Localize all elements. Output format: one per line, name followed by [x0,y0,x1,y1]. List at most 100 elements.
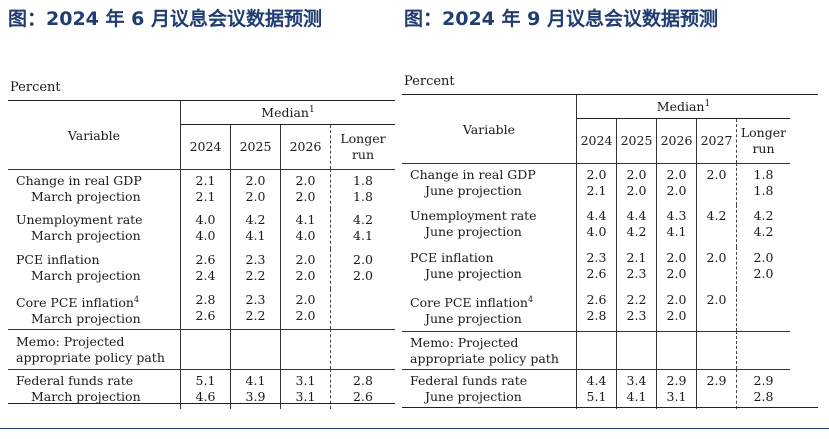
median-value: 4.4 [626,208,647,223]
percent-label: Percent [404,74,455,89]
variable-name-text: Change in real GDP [16,173,142,188]
table-bottom-rule [402,407,818,408]
variable-cell: Core PCE inflation4 June projection [402,289,576,331]
median-value: 2.0 [245,173,266,188]
prior-projection-value: 2.0 [666,183,687,198]
column-header-line: 2026 [289,139,322,154]
prior-projection-value: 1.8 [753,183,774,198]
median-value: 2.0 [706,250,727,265]
value-cell: 2.8 2.6 [330,369,395,409]
median-value: 4.1 [295,212,316,227]
median-value: 4.2 [706,208,727,223]
median-value: 4.2 [245,212,266,227]
median-value: 2.8 [195,292,216,307]
percent-label: Percent [10,80,61,95]
memo-line: Memo: Projected [16,333,125,349]
prior-projection-value: 4.2 [753,224,774,239]
value-cell: 2.0 2.0 [280,249,330,289]
prior-projection-value: 2.0 [353,268,373,283]
memo-empty-cell [576,331,616,369]
prior-projection-value: 4.6 [195,389,216,404]
prior-projection-value: 2.2 [245,308,266,323]
value-cell: 2.6 2.8 [576,289,616,331]
projection-label: June projection [425,224,522,239]
median-value: 1.8 [753,167,774,182]
median-label: Median [656,99,705,115]
value-cell: 2.0 2.0 [280,169,330,209]
value-cell: 2.0 2.0 [656,163,696,205]
median-value: 2.1 [626,250,647,265]
value-cell: 2.2 2.3 [616,289,656,331]
median-value: 4.4 [586,208,607,223]
median-value: 2.6 [195,252,216,267]
variable-name: Federal funds rate [16,373,180,389]
median-value: 2.9 [753,373,774,388]
variable-header: Variable [67,127,121,143]
prior-projection-value: 4.0 [295,228,316,243]
table-top-rule [8,100,395,101]
memo-line: Memo: Projected [410,334,519,350]
projection-label: June projection [425,183,522,198]
variable-cell: Unemployment rate March projection [8,209,180,249]
median-label: Median [261,105,309,121]
column-header-line: 2026 [660,133,693,148]
value-cell: 2.9 2.8 [736,369,790,409]
prior-projection-value: 3.9 [245,389,266,404]
prior-projection-value: 2.0 [245,189,266,204]
variable-name-text: Core PCE inflation [410,295,528,311]
prior-projection-value: 2.6 [586,266,607,281]
median-value: 2.0 [666,292,687,307]
variable-name-text: Unemployment rate [16,212,143,227]
value-cell: 2.0 [696,247,736,289]
variable-cell: Federal funds rate March projection [8,369,180,409]
memo-empty-cell [280,329,330,369]
variable-name: Change in real GDP [16,173,180,189]
variable-cell: Change in real GDP June projection [402,163,576,205]
value-cell: 2.0 2.0 [330,249,395,289]
projection-label: June projection [425,266,522,281]
memo-empty-cell [616,331,656,369]
value-cell: 2.0 2.0 [736,247,790,289]
projection-label: March projection [31,189,141,204]
median-value: 2.9 [706,373,727,388]
median-value: 2.2 [626,292,647,307]
value-cell: 2.3 2.6 [576,247,616,289]
prior-projection-value: 2.0 [753,266,774,281]
prior-projection-value: 2.3 [626,266,647,281]
median-value: 2.9 [666,373,687,388]
median-value: 2.3 [245,252,266,267]
prior-projection-value: 4.1 [353,228,373,243]
median-value: 2.0 [706,167,727,182]
value-cell: 2.0 2.0 [656,247,696,289]
median-value: 2.0 [353,252,373,267]
prior-projection-value: 5.1 [586,389,607,404]
footer-rule [0,428,829,429]
projection-label: June projection [425,311,522,327]
median-value: 2.0 [295,292,316,307]
value-cell: 3.1 3.1 [280,369,330,409]
projection-label: March projection [31,311,141,327]
memo-label: Memo: Projected appropriate policy path [8,329,180,369]
column-header: Longer run [330,125,395,169]
table-grid: Variable Median1 2024 2025 2026 2027 Longer run… [402,95,818,409]
column-header-line: run [752,141,775,156]
prior-projection-value: 2.0 [295,268,316,283]
variable-name-text: Unemployment rate [410,208,537,223]
variable-cell: Change in real GDP March projection [8,169,180,209]
memo-empty-cell [696,331,736,369]
value-cell: 2.0 [696,289,736,331]
variable-name-text: Core PCE inflation [16,295,134,311]
median-value: 2.8 [353,373,373,388]
prior-projection-value: 2.6 [353,389,373,404]
value-cell: 4.1 3.9 [230,369,280,409]
median-value: 2.0 [753,250,774,265]
variable-name-text: Change in real GDP [410,167,536,182]
memo-empty-cell [230,329,280,369]
column-header: 2025 [230,125,280,169]
variable-name: Unemployment rate [410,208,576,224]
right-figure-title: 图：2024 年 9 月议息会议数据预测 [404,8,718,30]
variable-cell: PCE inflation March projection [8,249,180,289]
prior-projection-value: 4.1 [666,224,687,239]
column-header: 2024 [576,119,616,163]
median-value: 4.1 [245,373,266,388]
